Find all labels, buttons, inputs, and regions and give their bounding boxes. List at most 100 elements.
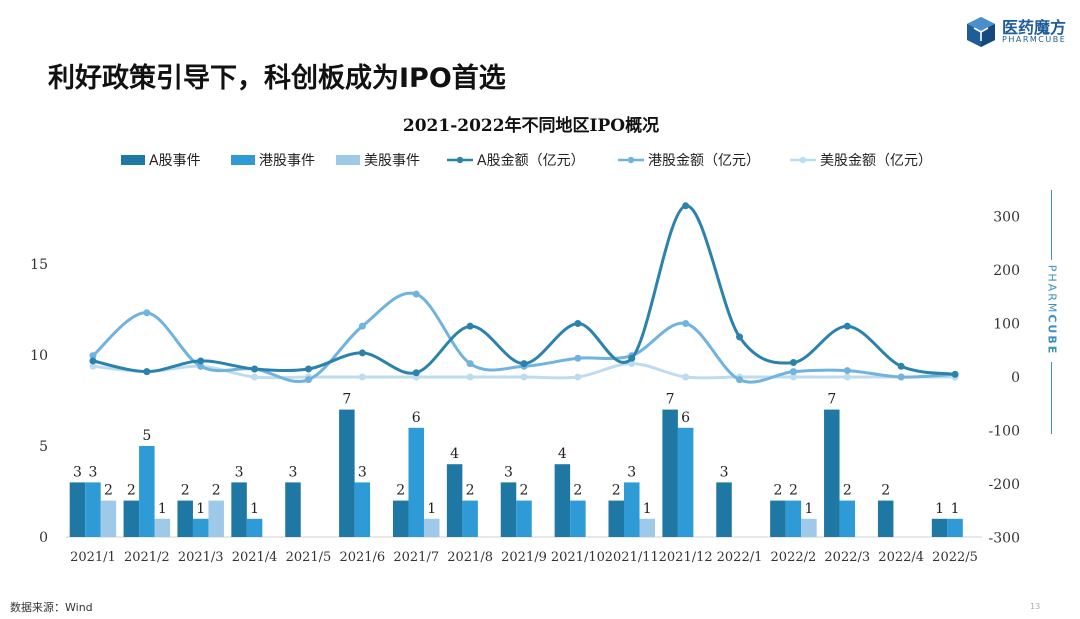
bar-0-1 (123, 500, 140, 537)
bar-label-0-5: 7 (342, 392, 351, 408)
line-point-1-2 (197, 362, 205, 370)
bar-label-0-13: 2 (773, 483, 782, 499)
right-tick-2: -100 (989, 424, 1020, 440)
category-label-5: 2021/6 (339, 550, 385, 565)
cube-icon (967, 17, 995, 47)
bar-label-1-13: 2 (789, 483, 798, 499)
line-point-1-13 (789, 368, 797, 376)
line-point-0-14 (843, 322, 851, 330)
line-point-1-12 (736, 376, 744, 384)
legend-marker-3 (456, 156, 464, 164)
bar-1-9 (570, 500, 586, 537)
category-label-16: 2022/5 (932, 550, 978, 565)
line-point-1-7 (466, 360, 474, 368)
line-point-0-9 (574, 320, 582, 327)
bar-label-0-0: 3 (73, 464, 82, 480)
bar-label-0-4: 3 (289, 464, 298, 480)
bar-1-14 (839, 500, 856, 537)
bar-label-1-10: 3 (627, 464, 636, 480)
bar-label-1-2: 1 (196, 501, 205, 517)
category-label-12: 2022/1 (717, 550, 763, 565)
bar-1-11 (677, 427, 694, 537)
bar-2-6 (423, 518, 440, 537)
legend-swatch-2 (336, 155, 360, 165)
left-tick-1: 5 (39, 439, 48, 455)
bar-label-2-1: 1 (158, 501, 167, 517)
bar-0-2 (177, 500, 193, 537)
legend-swatch-0 (121, 155, 145, 165)
bar-label-0-3: 3 (235, 464, 244, 480)
bar-1-1 (139, 446, 155, 537)
legend-label-5: 美股金额（亿元） (820, 153, 932, 169)
bar-label-0-7: 4 (450, 446, 459, 462)
side-line-bottom (1051, 362, 1052, 434)
bar-1-2 (192, 518, 209, 537)
logo-name: 医药魔方 (1002, 18, 1067, 37)
legend-marker-4 (627, 156, 635, 164)
category-label-15: 2022/4 (878, 550, 924, 565)
bar-label-1-8: 2 (520, 483, 529, 499)
bar-label-2-13: 1 (804, 501, 813, 517)
line-point-0-13 (789, 359, 797, 367)
bar-label-2-6: 1 (427, 501, 436, 517)
line-point-0-7 (466, 322, 474, 330)
bar-label-0-12: 3 (720, 464, 729, 480)
line-point-1-5 (358, 322, 366, 330)
line-point-1-6 (412, 290, 420, 298)
legend-swatch-1 (231, 155, 255, 165)
category-label-10: 2021/11 (605, 550, 659, 565)
bar-0-5 (339, 409, 355, 537)
category-label-8: 2021/9 (501, 550, 547, 565)
bar-0-7 (446, 464, 463, 537)
bar-label-1-3: 1 (250, 501, 259, 517)
line-point-0-6 (412, 369, 420, 377)
bar-1-13 (785, 500, 802, 537)
line-point-2-7 (466, 373, 474, 381)
category-label-3: 2021/4 (232, 550, 278, 565)
bar-label-1-7: 2 (466, 483, 475, 499)
bar-label-0-10: 2 (612, 483, 621, 499)
bar-0-13 (770, 500, 786, 537)
bar-0-3 (231, 482, 247, 537)
legend-label-0: A股事件 (149, 153, 201, 169)
page-number: 13 (1030, 602, 1041, 611)
bar-0-15 (877, 500, 894, 537)
bar-label-1-6: 6 (412, 410, 421, 426)
line-point-2-3 (251, 373, 259, 381)
category-label-0: 2021/1 (70, 550, 116, 565)
line-point-0-5 (358, 349, 366, 357)
bar-1-0 (85, 482, 101, 537)
slide-title: 利好政策引导下，科创板成为IPO首选 (48, 63, 506, 94)
bar-0-10 (608, 500, 625, 537)
bar-0-4 (285, 482, 301, 537)
category-label-7: 2021/8 (447, 550, 493, 565)
bar-label-2-10: 1 (643, 501, 652, 517)
bar-label-1-5: 3 (358, 464, 367, 480)
line-point-0-0 (89, 357, 97, 365)
bar-label-1-14: 2 (843, 483, 852, 499)
bar-label-1-16: 1 (951, 501, 960, 517)
line-point-1-9 (574, 354, 582, 362)
line-1 (91, 291, 957, 384)
left-tick-2: 10 (30, 348, 48, 364)
bar-1-16 (947, 518, 963, 537)
line-point-1-1 (143, 309, 151, 317)
right-tick-6: 300 (993, 210, 1020, 226)
category-label-11: 2021/12 (659, 550, 713, 565)
data-source: 数据来源：Wind (10, 601, 93, 614)
category-label-1: 2021/2 (124, 550, 170, 565)
line-point-2-14 (843, 373, 851, 381)
right-tick-3: 0 (1011, 370, 1020, 386)
left-tick-3: 15 (30, 257, 48, 273)
bar-0-11 (662, 409, 678, 537)
bar-2-2 (208, 500, 224, 537)
line-point-0-15 (897, 362, 905, 370)
bar-2-0 (100, 500, 117, 537)
line-point-2-8 (520, 373, 528, 381)
legend-label-4: 港股金额（亿元） (648, 153, 760, 169)
line-point-2-0 (89, 362, 97, 370)
bar-0-14 (824, 409, 840, 537)
bar-1-5 (354, 482, 371, 537)
bar-label-1-11: 6 (681, 410, 690, 426)
